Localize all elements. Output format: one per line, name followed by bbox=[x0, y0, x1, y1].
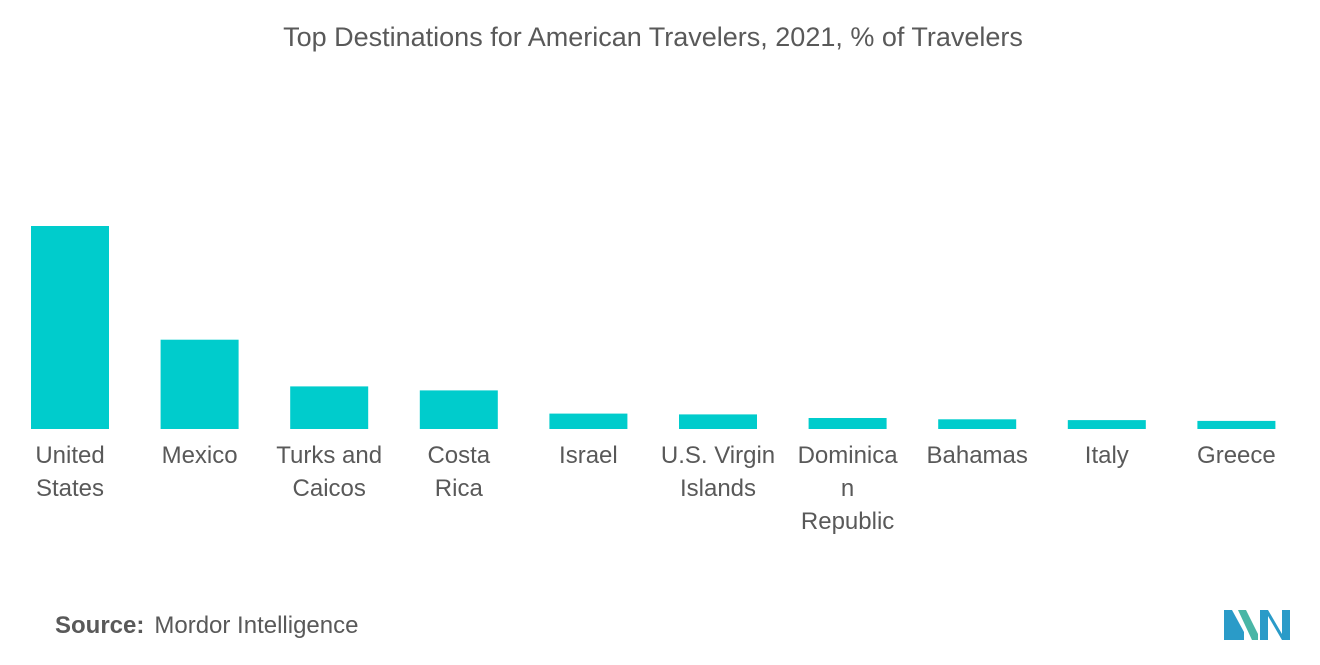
bar-3 bbox=[419, 390, 498, 429]
category-label-line: Israel bbox=[559, 442, 618, 469]
category-label-2: Turks and Caicos bbox=[276, 442, 382, 502]
category-labels-group: United States Mexico Turks and Caicos Costa Ri… bbox=[35, 442, 1275, 535]
source-key: Source: bbox=[55, 612, 145, 639]
logo-left-mark bbox=[1224, 610, 1244, 640]
category-label-9: Greece bbox=[1197, 442, 1276, 469]
category-label-8: Italy bbox=[1085, 442, 1129, 469]
bar-1 bbox=[160, 339, 239, 429]
source-value: Mordor Intelligence bbox=[154, 612, 359, 639]
bar-9 bbox=[1197, 420, 1276, 429]
category-label-line: Greece bbox=[1197, 442, 1276, 469]
source-note: Source: Mordor Intelligence bbox=[55, 612, 358, 640]
logo-middle-mark bbox=[1238, 610, 1258, 640]
category-label-0: United States bbox=[35, 442, 104, 502]
bar-8 bbox=[1067, 420, 1146, 429]
category-label-line: n bbox=[841, 475, 854, 502]
bar-2 bbox=[290, 386, 369, 429]
category-label-line: Turks and bbox=[276, 442, 382, 469]
category-label-6: Dominica n Republic bbox=[798, 442, 899, 535]
category-label-3: Costa Rica bbox=[427, 442, 490, 502]
mordor-intelligence-logo bbox=[1224, 604, 1290, 640]
category-label-line: United bbox=[35, 442, 104, 469]
bars-group bbox=[31, 226, 1276, 429]
category-label-line: Costa bbox=[427, 442, 490, 469]
category-label-line: Italy bbox=[1085, 442, 1129, 469]
category-label-line: States bbox=[36, 475, 104, 502]
category-label-line: Islands bbox=[680, 475, 756, 502]
category-label-line: Rica bbox=[435, 475, 484, 502]
category-label-5: U.S. Virgin Islands bbox=[661, 442, 775, 502]
bar-chart: United States Mexico Turks and Caicos Costa Ri… bbox=[31, 226, 1276, 535]
category-label-7: Bahamas bbox=[927, 442, 1028, 469]
bar-0 bbox=[31, 226, 109, 429]
chart-title: Top Destinations for American Travelers,… bbox=[283, 22, 1023, 52]
category-label-line: Dominica bbox=[798, 442, 899, 469]
bar-7 bbox=[938, 419, 1017, 429]
bar-6 bbox=[808, 418, 887, 429]
bar-5 bbox=[679, 414, 757, 429]
category-label-line: Bahamas bbox=[927, 442, 1028, 469]
category-label-4: Israel bbox=[559, 442, 618, 469]
bar-4 bbox=[549, 413, 628, 429]
category-label-line: U.S. Virgin bbox=[661, 442, 775, 469]
logo-right-mark bbox=[1260, 610, 1290, 640]
category-label-line: Mexico bbox=[162, 442, 238, 469]
category-label-line: Republic bbox=[801, 508, 894, 535]
category-label-1: Mexico bbox=[162, 442, 238, 469]
category-label-line: Caicos bbox=[293, 475, 366, 502]
